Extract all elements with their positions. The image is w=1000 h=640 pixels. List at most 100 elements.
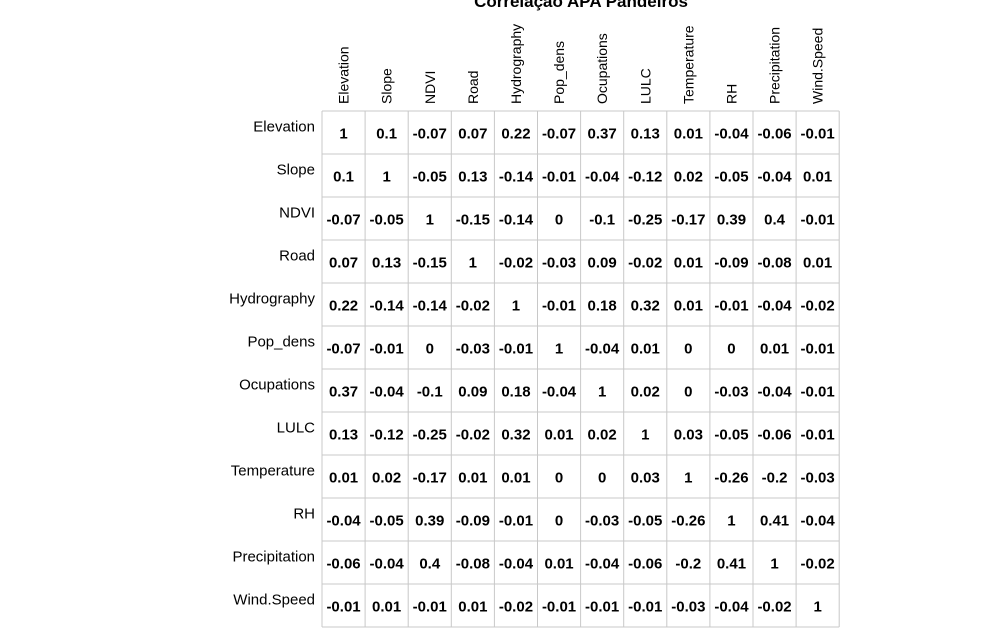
cell-value: 0.01 — [544, 556, 573, 573]
cell-value: 0.01 — [458, 599, 487, 616]
cell-value: 0.02 — [674, 169, 703, 186]
cell-value: 0.1 — [376, 126, 397, 143]
cell-value: -0.05 — [714, 427, 748, 444]
cell-value: 1 — [512, 298, 520, 315]
cell-value: -0.01 — [714, 298, 748, 315]
cell-value: -0.02 — [757, 599, 791, 616]
cell-value: 0 — [555, 212, 563, 229]
cell-value: 0.1 — [333, 169, 354, 186]
column-label: Precipitation — [767, 27, 783, 104]
cell-value: 1 — [426, 212, 434, 229]
cell-value: -0.04 — [542, 384, 577, 401]
cell-value: -0.25 — [413, 427, 447, 444]
cell-value: -0.03 — [801, 470, 835, 487]
column-label: Elevation — [336, 46, 352, 104]
cell-value: 0.01 — [329, 470, 358, 487]
cell-value: 1 — [555, 341, 563, 358]
cell-value: -0.03 — [714, 384, 748, 401]
cell-value: -0.07 — [542, 126, 576, 143]
cell-value: -0.14 — [499, 212, 534, 229]
cell-value: -0.01 — [801, 384, 835, 401]
cell-value: -0.04 — [714, 126, 749, 143]
cell-value: 0.03 — [674, 427, 703, 444]
cell-value: -0.04 — [585, 169, 620, 186]
row-label: Wind.Speed — [233, 592, 315, 609]
cell-value: -0.17 — [413, 470, 447, 487]
cell-value: 1 — [727, 513, 735, 530]
cell-value: 0.18 — [588, 298, 617, 315]
cell-value: -0.2 — [675, 556, 701, 573]
cell-value: 1 — [813, 599, 821, 616]
cell-value: 0.09 — [458, 384, 487, 401]
row-label: Pop_dens — [247, 334, 315, 351]
cell-value: -0.02 — [801, 556, 835, 573]
cell-value: -0.06 — [757, 427, 791, 444]
cell-value: -0.1 — [589, 212, 615, 229]
cell-value: 0.01 — [760, 341, 789, 358]
row-label: Ocupations — [239, 377, 315, 394]
cell-value: -0.02 — [456, 427, 490, 444]
cell-value: -0.01 — [370, 341, 404, 358]
row-label: Precipitation — [232, 549, 315, 566]
cell-value: 0.22 — [329, 298, 358, 315]
cell-value: -0.04 — [757, 384, 792, 401]
cell-value: -0.04 — [585, 556, 620, 573]
cell-value: -0.15 — [456, 212, 490, 229]
cell-value: -0.07 — [326, 212, 360, 229]
column-label: RH — [723, 84, 739, 104]
cell-value: -0.26 — [671, 513, 705, 530]
cell-value: 0.13 — [329, 427, 358, 444]
cell-value: -0.02 — [628, 255, 662, 272]
cell-value: -0.26 — [714, 470, 748, 487]
cell-value: -0.01 — [628, 599, 662, 616]
cell-value: -0.01 — [542, 298, 576, 315]
cell-value: 0.09 — [588, 255, 617, 272]
cell-value: -0.08 — [757, 255, 791, 272]
cell-value: -0.05 — [413, 169, 447, 186]
cell-value: 0.32 — [501, 427, 530, 444]
cell-value: -0.01 — [542, 599, 576, 616]
cell-value: 1 — [770, 556, 778, 573]
row-label: Temperature — [231, 463, 315, 480]
cell-value: 0.13 — [458, 169, 487, 186]
cell-value: 0.4 — [419, 556, 441, 573]
cell-value: 0.37 — [329, 384, 358, 401]
cell-value: -0.14 — [370, 298, 405, 315]
cell-value: 0.4 — [764, 212, 786, 229]
cell-value: -0.02 — [499, 255, 533, 272]
cell-value: -0.2 — [762, 470, 788, 487]
cell-value: 0 — [684, 384, 692, 401]
cell-value: -0.03 — [456, 341, 490, 358]
cell-value: -0.06 — [628, 556, 662, 573]
cell-value: 0 — [555, 513, 563, 530]
cell-value: 0.01 — [674, 298, 703, 315]
cell-value: 0 — [684, 341, 692, 358]
cell-value: -0.04 — [757, 298, 792, 315]
cell-value: 1 — [469, 255, 477, 272]
cell-value: 0.01 — [674, 126, 703, 143]
cell-value: 0.07 — [329, 255, 358, 272]
cell-value: 0.39 — [717, 212, 746, 229]
cell-value: 0.01 — [544, 427, 573, 444]
cell-value: -0.05 — [370, 513, 404, 530]
column-label: LULC — [637, 68, 653, 104]
cell-value: -0.14 — [499, 169, 534, 186]
cell-value: -0.04 — [801, 513, 836, 530]
cell-value: 0.22 — [501, 126, 530, 143]
cell-value: -0.05 — [714, 169, 748, 186]
cell-value: -0.06 — [326, 556, 360, 573]
cell-value: -0.01 — [499, 513, 533, 530]
cell-value: 1 — [598, 384, 606, 401]
row-label: Road — [279, 248, 315, 265]
cell-value: -0.01 — [801, 126, 835, 143]
cell-value: 0.41 — [717, 556, 746, 573]
cell-value: 0.07 — [458, 126, 487, 143]
cell-value: -0.12 — [628, 169, 662, 186]
cell-value: -0.09 — [714, 255, 748, 272]
column-label: Wind.Speed — [810, 28, 826, 104]
cell-value: 1 — [339, 126, 347, 143]
cell-value: -0.02 — [456, 298, 490, 315]
cell-value: -0.03 — [671, 599, 705, 616]
cell-value: 0.41 — [760, 513, 789, 530]
